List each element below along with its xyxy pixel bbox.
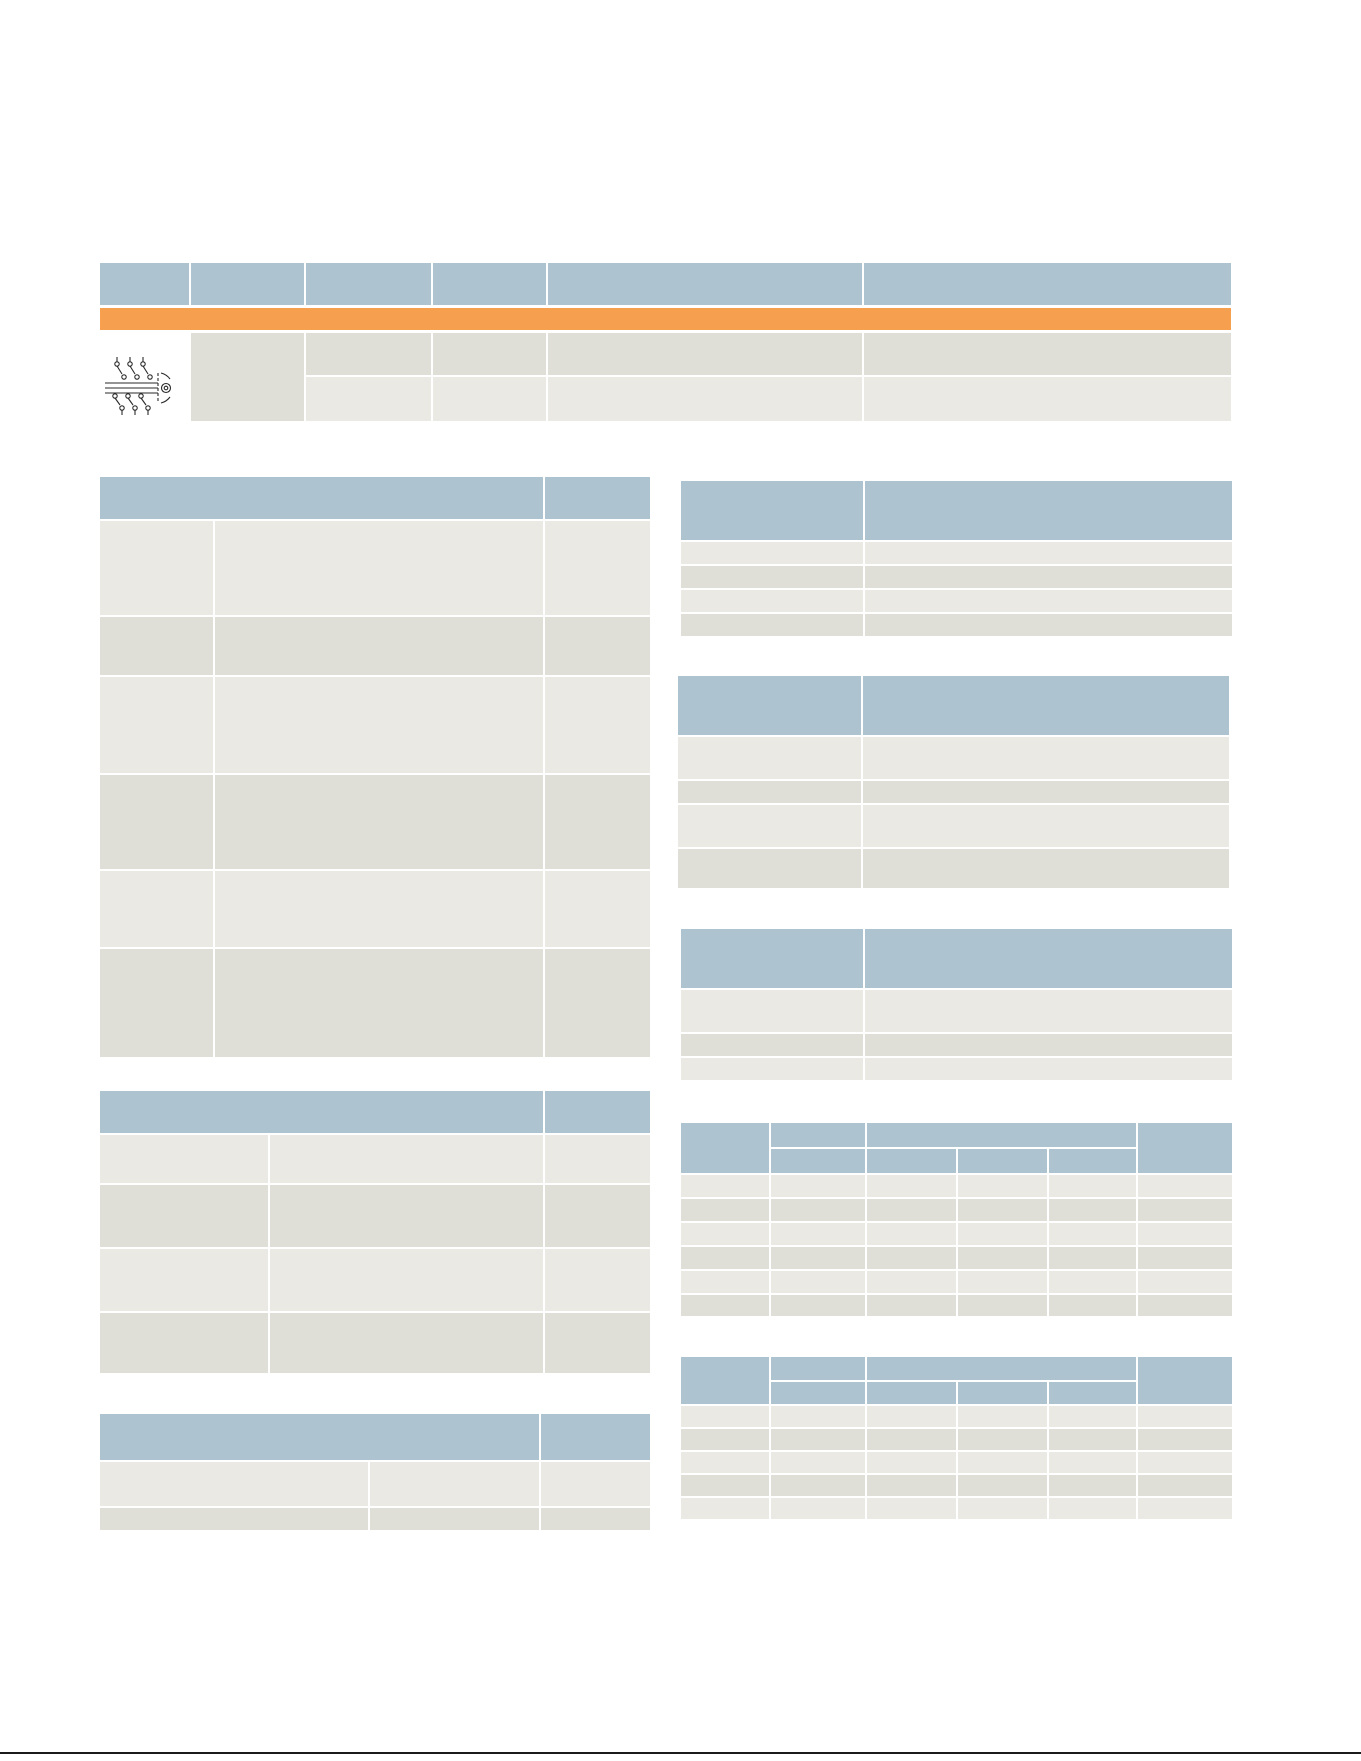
right-table-a <box>681 481 1232 640</box>
footer-rule <box>0 1752 1361 1754</box>
table-row <box>100 1313 650 1373</box>
switch-schematic-icon <box>100 333 189 421</box>
section-bar <box>100 308 1231 330</box>
spec-table-3 <box>100 1414 650 1530</box>
table-header <box>681 1123 1232 1173</box>
table-row <box>100 949 650 1057</box>
table-header <box>681 481 1232 540</box>
footer-folio <box>1190 1753 1310 1761</box>
table-row <box>678 805 1229 847</box>
ordering-table-merged-cell <box>191 333 304 421</box>
table-row <box>681 1406 1232 1427</box>
table-row <box>100 871 650 947</box>
table-row <box>100 521 650 615</box>
table-row <box>681 1058 1232 1080</box>
ordering-table <box>100 263 1231 421</box>
table-row <box>681 1199 1232 1221</box>
table-row <box>678 781 1229 803</box>
table-row <box>681 1223 1232 1245</box>
table-header <box>681 1357 1232 1404</box>
table-row <box>681 1175 1232 1197</box>
table-row <box>100 1135 650 1183</box>
spec-table-2 <box>100 1091 650 1373</box>
table-row <box>100 1462 650 1506</box>
table-row <box>681 1295 1232 1316</box>
table-row <box>681 566 1232 588</box>
table-row <box>100 617 650 675</box>
table-header <box>100 1414 650 1460</box>
table-row <box>100 677 650 773</box>
table-row <box>681 990 1232 1032</box>
spec-table-1 <box>100 477 650 1057</box>
table-row <box>681 1271 1232 1293</box>
right-table-d <box>681 1123 1232 1316</box>
table-row <box>681 1429 1232 1450</box>
table-row <box>681 1498 1232 1519</box>
table-row <box>100 1185 650 1247</box>
table-row <box>681 1452 1232 1473</box>
table-row <box>678 849 1229 888</box>
right-table-e <box>681 1357 1232 1522</box>
table-row <box>306 333 1231 375</box>
table-row <box>681 590 1232 612</box>
table-row <box>681 614 1232 636</box>
table-row <box>681 1247 1232 1269</box>
right-table-b <box>678 676 1229 891</box>
table-row <box>681 1034 1232 1056</box>
table-row <box>100 1508 650 1530</box>
table-row <box>681 542 1232 564</box>
ordering-table-header <box>100 263 1231 305</box>
right-table-c <box>681 929 1232 1084</box>
table-row <box>100 775 650 869</box>
table-row <box>306 377 1231 421</box>
table-row <box>678 737 1229 779</box>
table-row <box>100 1249 650 1311</box>
table-header <box>100 477 650 519</box>
table-header <box>678 676 1229 735</box>
table-header <box>681 929 1232 988</box>
table-row <box>681 1475 1232 1496</box>
table-header <box>100 1091 650 1133</box>
